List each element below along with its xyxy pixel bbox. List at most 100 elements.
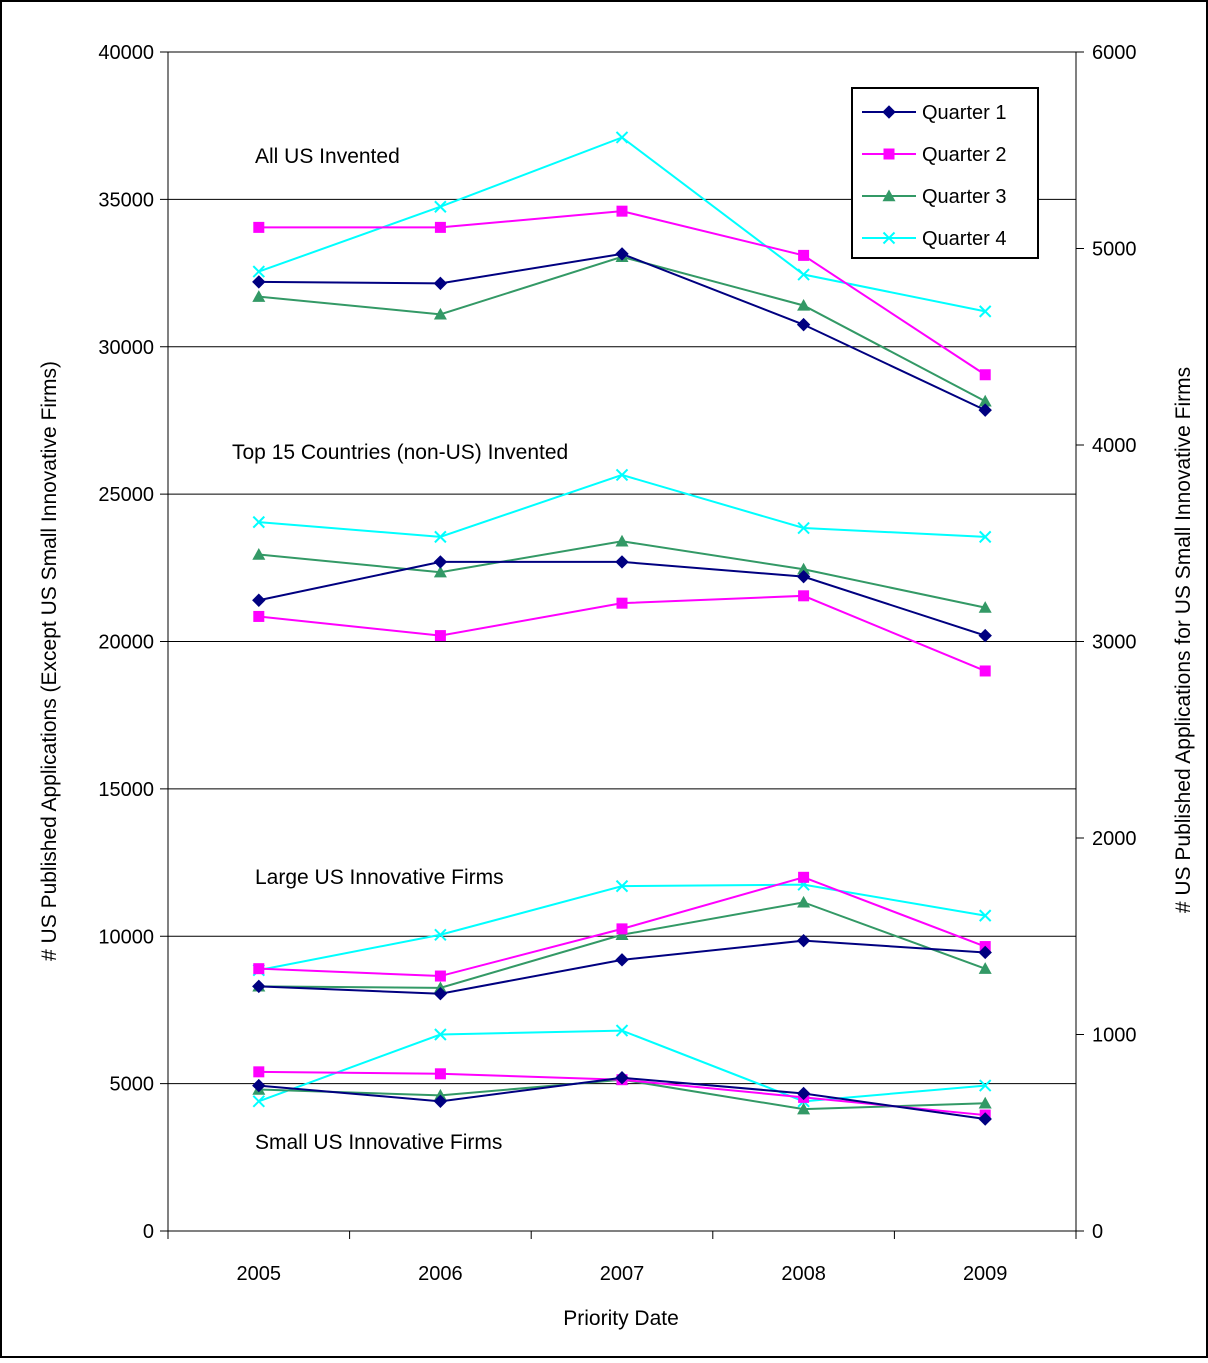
data-point [434,928,447,941]
data-point [796,933,811,948]
data-point [978,403,992,417]
data-point [978,305,992,318]
group-label: Top 15 Countries (non-US) Invented [232,441,568,464]
right-tick-label: 3000 [1092,632,1137,654]
data-point [252,593,266,607]
data-point [615,131,629,144]
data-point [252,265,266,278]
x-marker-stroke [252,265,266,278]
series-layer [252,131,992,1126]
data-point [978,909,992,922]
left-tick-label: 35000 [98,189,154,211]
data-point [433,1094,448,1109]
data-point [797,298,811,311]
data-point [433,307,447,320]
legend-item: Quarter 2 [862,144,1006,166]
x-axis-ticks: 2005 2006 2007 2008 2009 [167,1231,1077,1285]
right-tick-label: 6000 [1092,42,1137,64]
x-marker-stroke [978,305,992,318]
x-tick-label: 2006 [418,1263,463,1285]
series-group [252,468,992,677]
x-marker-stroke [252,1095,266,1108]
data-point [978,601,992,613]
legend-marker [882,231,896,245]
x-axis-title: Priority Date [563,1307,679,1330]
series-group [252,131,992,417]
x-tick-label: 2009 [963,1263,1008,1285]
data-point [616,205,628,217]
x-marker-stroke [797,521,810,535]
data-point [615,879,629,893]
data-point [979,665,991,677]
data-point [796,569,811,584]
data-point [796,1086,811,1101]
group-annotations: All US Invented Top 15 Countries (non-US)… [232,145,568,1154]
group-label: Large US Innovative Firms [255,866,504,889]
series-group [252,871,992,1001]
x-marker-stroke [434,928,447,941]
right-tick-label: 4000 [1092,435,1137,457]
data-point [978,394,992,407]
data-point [433,565,447,578]
left-tick-label: 20000 [98,632,154,654]
data-point [253,963,265,975]
data-point [253,221,265,233]
data-point [434,970,446,982]
left-tick-label: 30000 [98,337,154,359]
data-point [434,1068,446,1080]
x-tick-label: 2008 [781,1263,826,1285]
data-point [433,555,448,569]
left-tick-label: 5000 [110,1074,155,1096]
left-tick-label: 10000 [98,926,154,948]
x-marker-stroke [882,231,896,245]
data-point [433,276,448,291]
x-marker-stroke [978,909,992,922]
data-point [252,1078,266,1093]
left-tick-label: 40000 [98,42,154,64]
data-point [797,895,811,908]
data-point [796,317,811,332]
legend-label: Quarter 1 [922,102,1006,124]
data-point [797,521,810,535]
legend-label: Quarter 3 [922,186,1006,208]
y-axis-left-title: # US Published Applications (Except US S… [38,361,61,961]
data-point [615,534,629,547]
x-tick-label: 2007 [600,1263,645,1285]
data-point [797,268,810,281]
data-point [616,597,628,609]
data-point [434,1028,447,1041]
data-point [615,1024,629,1037]
x-marker-stroke [615,131,629,144]
data-point [252,548,266,560]
left-axis-ticks: 0 5000 10000 15000 20000 25000 30000 35000 40000 [98,42,168,1243]
group-label: Small US Innovative Firms [255,1131,502,1154]
right-tick-label: 1000 [1092,1025,1137,1047]
data-point [433,987,448,1001]
legend-item: Quarter 1 [862,102,1006,124]
legend-label: Quarter 4 [922,228,1006,250]
right-tick-label: 2000 [1092,828,1137,850]
legend: Quarter 1 Quarter 2 Quarter 3 Quarter 4 [851,87,1039,259]
x-marker-stroke [615,879,629,893]
series-group [252,1024,992,1126]
legend-marker [883,148,895,160]
data-point [252,979,266,994]
data-point [434,200,447,213]
legend-item: Quarter 4 [862,228,1006,250]
data-point [252,275,266,289]
right-tick-label: 5000 [1092,239,1137,261]
data-point [616,923,628,935]
data-point [615,468,629,482]
data-point [978,628,992,643]
left-tick-label: 0 [143,1221,154,1243]
x-marker-stroke [797,268,810,281]
data-point [978,1096,992,1109]
data-point [979,369,991,381]
data-point [978,1112,992,1126]
data-point [978,1079,992,1092]
data-point [798,590,810,602]
data-point [434,530,447,544]
right-axis-ticks: 0 1000 2000 3000 4000 5000 6000 [1076,42,1137,1243]
